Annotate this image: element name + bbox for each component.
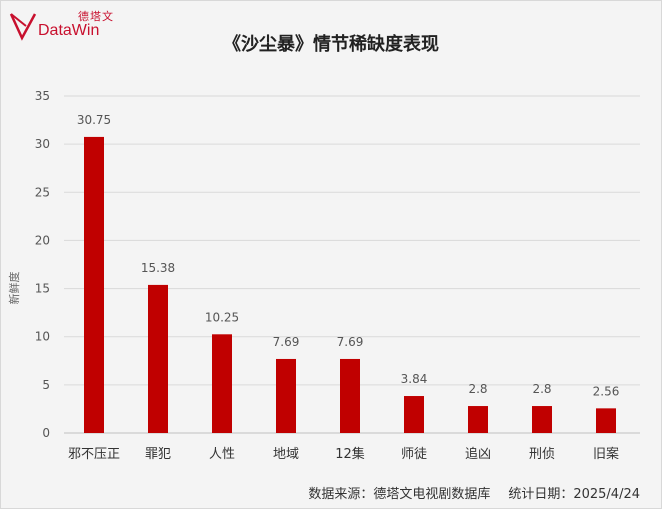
chart-title: 《沙尘暴》情节稀缺度表现: [223, 34, 439, 55]
logo-text-cn: 德塔文: [78, 10, 114, 23]
category-label: 旧案: [593, 447, 619, 462]
bar-1: [148, 284, 168, 433]
bar-6: [468, 406, 488, 433]
value-label: 10.25: [205, 310, 239, 324]
value-label: 2.56: [593, 384, 620, 398]
y-tick-label: 10: [35, 330, 50, 344]
datawin-logo-icon: [9, 13, 37, 41]
datawin-logo: 德塔文 DataWin: [8, 8, 118, 44]
value-label: 7.69: [273, 335, 300, 349]
y-tick-label: 5: [42, 378, 50, 392]
bar-2: [212, 334, 232, 433]
category-label: 人性: [209, 447, 235, 462]
y-tick-labels: 0 5 10 15 20 25 30 35: [35, 89, 50, 440]
category-label: 罪犯: [145, 447, 171, 462]
value-label: 2.8: [468, 382, 487, 396]
value-label: 3.84: [401, 372, 428, 386]
value-label: 15.38: [141, 261, 175, 275]
bar-4: [340, 358, 360, 433]
category-label: 追凶: [465, 446, 491, 462]
y-tick-label: 20: [35, 233, 50, 247]
data-source-text: 数据来源：德塔文电视剧数据库: [308, 487, 491, 502]
bar-chart: 0 5 10 15 20 25 30 35 30.75 15.38 10.25 7.69 7.69 3.…: [35, 89, 640, 462]
bars: [84, 136, 616, 433]
category-label: 12集: [335, 446, 365, 462]
value-label: 2.8: [532, 382, 551, 396]
category-labels: 邪不压正 罪犯 人性 地域 12集 师徒 追凶 刑侦 旧案: [68, 446, 619, 462]
value-label: 7.69: [337, 335, 364, 349]
value-label: 30.75: [77, 113, 111, 127]
category-label: 刑侦: [529, 447, 555, 462]
y-tick-label: 35: [35, 89, 50, 103]
bar-7: [532, 406, 552, 433]
bar-5: [404, 396, 424, 433]
category-label: 邪不压正: [68, 447, 120, 462]
value-labels: 30.75 15.38 10.25 7.69 7.69 3.84 2.8 2.8 2.56: [77, 113, 620, 398]
stat-date-text: 统计日期：2025/4/24: [508, 487, 640, 502]
y-tick-label: 30: [35, 137, 50, 151]
y-tick-label: 25: [35, 185, 50, 199]
footer: 数据来源：德塔文电视剧数据库 统计日期：2025/4/24: [308, 483, 640, 502]
bar-3: [276, 358, 296, 433]
logo-text-en: DataWin: [38, 22, 100, 39]
y-tick-label: 15: [35, 282, 50, 296]
category-label: 地域: [273, 447, 299, 462]
y-tick-label: 0: [42, 426, 50, 440]
category-label: 师徒: [401, 447, 427, 462]
bar-0: [84, 136, 104, 433]
bar-8: [596, 408, 616, 433]
